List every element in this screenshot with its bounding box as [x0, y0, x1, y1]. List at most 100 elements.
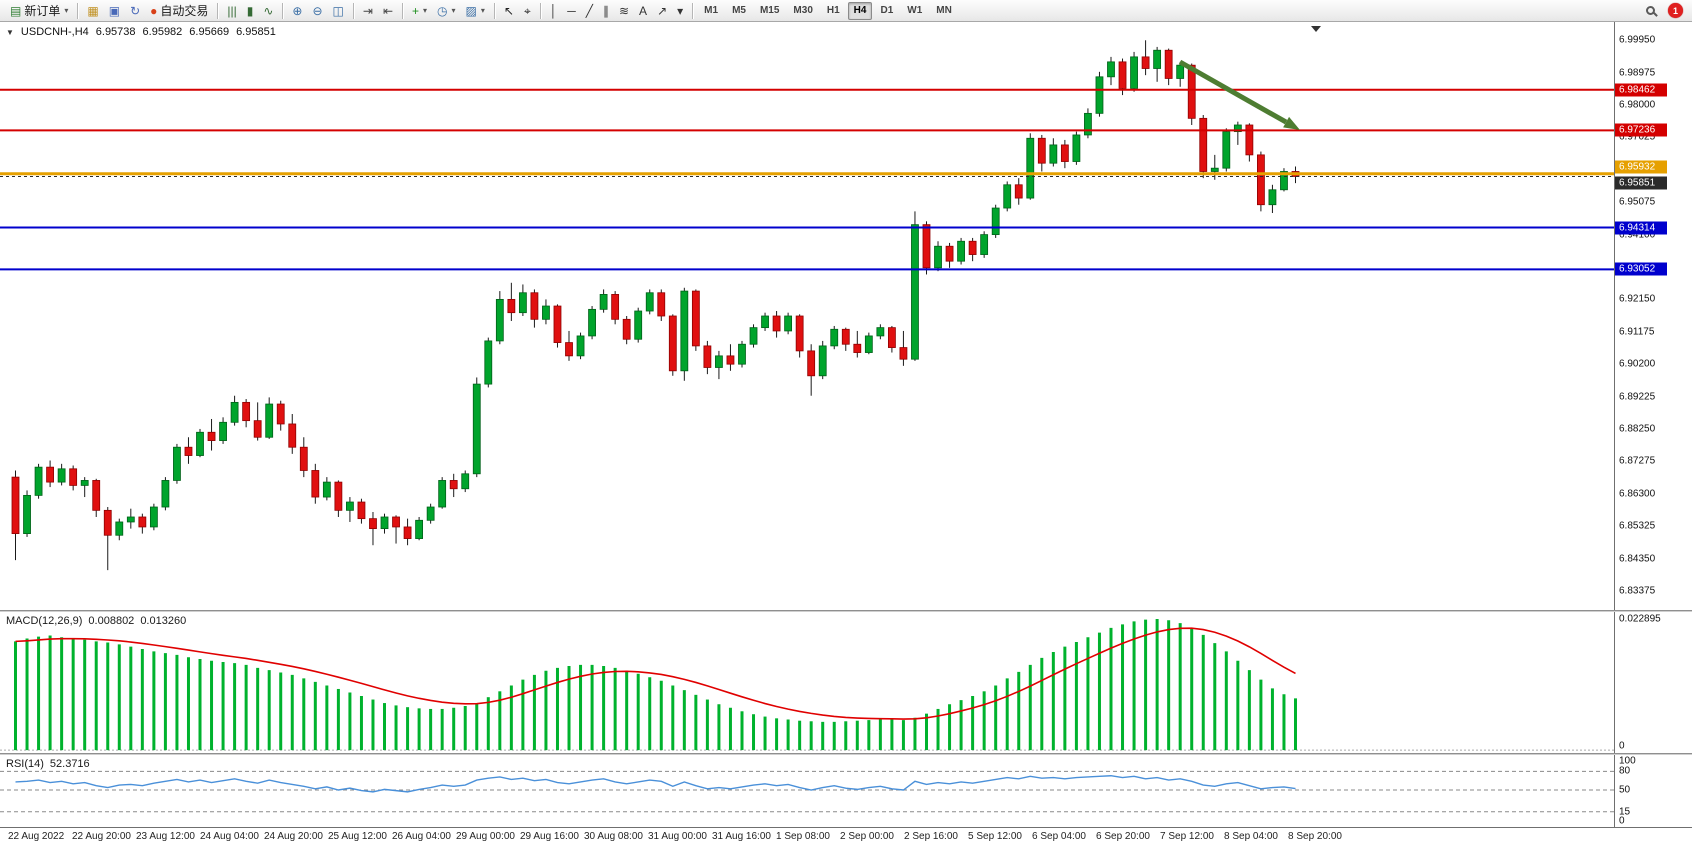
- periods-icon: ◷: [437, 3, 448, 18]
- time-axis-label: 22 Aug 20:00: [72, 831, 131, 842]
- text-icon[interactable]: A: [634, 1, 652, 20]
- chevron-down-icon[interactable]: ▾: [64, 6, 69, 15]
- time-axis-label: 2 Sep 00:00: [840, 831, 894, 842]
- timeframe-m1-button[interactable]: M1: [704, 5, 719, 16]
- scroll-position-marker[interactable]: [1311, 26, 1321, 32]
- timeframe-d1-button[interactable]: D1: [880, 5, 894, 16]
- fibonacci-icon[interactable]: ≋: [614, 1, 634, 20]
- macd-panel[interactable]: MACD(12,26,9) 0.008802 0.013260: [0, 612, 1614, 753]
- bar-chart-icon[interactable]: |||: [222, 1, 241, 20]
- auto-scroll-icon[interactable]: ⇥: [358, 1, 378, 20]
- chevron-down-icon[interactable]: ▾: [451, 6, 456, 15]
- toolbar-separator: [352, 2, 354, 19]
- tile-windows-icon[interactable]: ◫: [328, 1, 349, 20]
- time-axis-label: 2 Sep 16:00: [904, 831, 958, 842]
- rsi-axis-label: 15: [1619, 806, 1631, 818]
- vertical-line-icon[interactable]: │: [545, 1, 563, 20]
- zoom-in-icon[interactable]: ⊕: [287, 1, 307, 20]
- rsi-axis-label: 100: [1619, 755, 1636, 767]
- time-axis-label: 31 Aug 16:00: [712, 831, 771, 842]
- trend-arrow-annotation[interactable]: [1178, 59, 1300, 130]
- notifications-badge[interactable]: 1: [1668, 3, 1683, 18]
- panel-divider-macd[interactable]: [0, 610, 1692, 612]
- autotrading-button[interactable]: ● 自动交易: [145, 1, 213, 20]
- time-axis[interactable]: 22 Aug 2022 22 Aug 20:00 23 Aug 12:00 24 Au…: [0, 827, 1692, 846]
- templates-icon[interactable]: ▨ ▾: [461, 1, 490, 20]
- cursor-icon[interactable]: ↖: [499, 1, 519, 20]
- channel-icon[interactable]: ∥: [598, 1, 614, 20]
- autotrading-button: ●: [150, 3, 158, 18]
- toolbar-separator: [539, 2, 541, 19]
- rsi-name: RSI(14): [6, 758, 44, 770]
- toolbar-separator: [493, 2, 495, 19]
- timeframe-mn-button[interactable]: MN: [936, 5, 952, 16]
- refresh-icon[interactable]: ↻: [125, 1, 145, 20]
- timeframe-w1-button[interactable]: W1: [907, 5, 923, 16]
- rsi-canvas[interactable]: [0, 755, 1614, 827]
- main-chart-panel[interactable]: ▼ USDCNH-,H4 6.95738 6.95982 6.95669 6.9…: [0, 22, 1614, 610]
- time-axis-label: 6 Sep 04:00: [1032, 831, 1086, 842]
- price-axis-label: 6.91175: [1619, 326, 1655, 338]
- profiles-icon[interactable]: ▣: [104, 1, 125, 20]
- macd-axis-label: 0.022895: [1619, 613, 1661, 625]
- price-badge: 6.95851: [1615, 176, 1667, 190]
- rsi-panel[interactable]: RSI(14) 52.3716: [0, 755, 1614, 827]
- price-axis-label: 6.86300: [1619, 488, 1656, 500]
- periods-icon[interactable]: ◷ ▾: [432, 1, 461, 20]
- time-axis-label: 23 Aug 12:00: [136, 831, 195, 842]
- indicators-icon[interactable]: + ▾: [407, 1, 432, 20]
- toolbar-button-groups: ▤ 新订单 ▾ ▦ ▣ ↻ ● 自动交易 ||| ▮ ∿ ⊕ ⊖ ◫ ⇥ ⇤ + ▾ ◷ ▾ ▨ ▾ ↖ ⌖ │ ─ ╱ ∥ ≋ A ↗ ▾: [5, 1, 688, 20]
- chart-workspace: ▼ USDCNH-,H4 6.95738 6.95982 6.95669 6.9…: [0, 22, 1692, 846]
- arrow-tool-icon[interactable]: ↗: [652, 1, 672, 20]
- new-chart-icon[interactable]: ▦: [82, 1, 103, 20]
- toolbar-separator: [282, 2, 284, 19]
- price-axis-label: 6.97025: [1619, 131, 1656, 143]
- timeframe-h4-button[interactable]: H4: [847, 1, 873, 20]
- new-chart-icon: ▦: [87, 3, 99, 18]
- price-axis[interactable]: 6.98462 6.97236 6.95932 6.94314 6.93052 6.958…: [1614, 22, 1692, 610]
- time-axis-label: 8 Sep 20:00: [1288, 831, 1342, 842]
- time-axis-label: 29 Aug 16:00: [520, 831, 579, 842]
- profiles-icon: ▣: [108, 3, 121, 18]
- cursor-icon: ↖: [503, 3, 514, 18]
- time-axis-label: 26 Aug 04:00: [392, 831, 451, 842]
- new-order-button[interactable]: ▤ 新订单 ▾: [5, 1, 73, 20]
- chart-symbol-period: USDCNH-,H4: [20, 26, 89, 38]
- time-axis-label: 22 Aug 2022: [8, 831, 65, 842]
- shapes-dropdown-icon[interactable]: ▾: [672, 1, 688, 20]
- macd-label: MACD(12,26,9) 0.008802 0.013260: [6, 615, 186, 627]
- trendline-icon[interactable]: ╱: [581, 1, 598, 20]
- search-icon[interactable]: [1641, 1, 1660, 20]
- chevron-down-icon[interactable]: ▾: [480, 6, 485, 15]
- candlestick-chart-icon[interactable]: ▮: [242, 1, 259, 20]
- rsi-axis[interactable]: 100 80 50 15 0: [1614, 755, 1692, 827]
- time-axis-label: 29 Aug 00:00: [456, 831, 515, 842]
- crosshair-icon[interactable]: ⌖: [519, 1, 536, 20]
- collapse-arrow-icon[interactable]: ▼: [6, 27, 14, 37]
- candlestick-chart-icon: ▮: [246, 3, 254, 18]
- chart-ohlc-info: ▼ USDCNH-,H4 6.95738 6.95982 6.95669 6.9…: [6, 26, 276, 38]
- timeframe-m5-button[interactable]: M5: [732, 5, 746, 16]
- time-axis-label: 24 Aug 20:00: [264, 831, 323, 842]
- timeframe-h1-button[interactable]: H1: [826, 5, 840, 16]
- timeframe-m30-button[interactable]: M30: [793, 5, 813, 16]
- chart-shift-icon[interactable]: ⇤: [378, 1, 398, 20]
- rsi-label: RSI(14) 52.3716: [6, 758, 90, 770]
- price-chart-canvas[interactable]: [0, 22, 1614, 610]
- macd-canvas[interactable]: [0, 612, 1614, 753]
- rsi-axis-label: 80: [1619, 765, 1631, 777]
- panel-divider-rsi[interactable]: [0, 753, 1692, 755]
- timeframe-m15-button[interactable]: M15: [759, 5, 780, 16]
- trendline-icon: ╱: [585, 3, 593, 18]
- price-badge: 6.94314: [1615, 221, 1667, 234]
- line-chart-icon[interactable]: ∿: [258, 1, 278, 20]
- chevron-down-icon[interactable]: ▾: [423, 6, 428, 15]
- time-axis-label: 30 Aug 08:00: [584, 831, 643, 842]
- search-icon: [1646, 6, 1655, 15]
- time-axis-label: 24 Aug 04:00: [200, 831, 259, 842]
- macd-axis[interactable]: 0.022895 0: [1614, 612, 1692, 753]
- ohlc-high: 6.95982: [142, 26, 183, 38]
- price-axis-label: 6.98975: [1619, 67, 1656, 79]
- zoom-out-icon[interactable]: ⊖: [307, 1, 327, 20]
- horizontal-line-icon[interactable]: ─: [562, 1, 581, 20]
